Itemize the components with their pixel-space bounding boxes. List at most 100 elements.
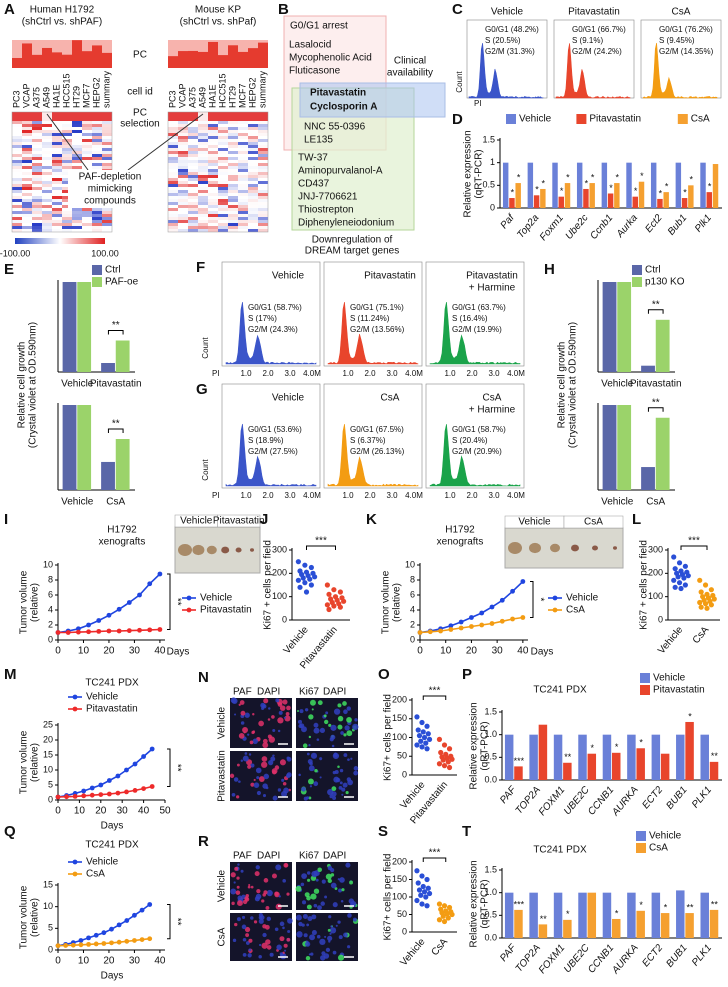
point (312, 574, 318, 580)
significance-bracket (107, 428, 124, 433)
cell (308, 714, 314, 720)
heatmap-cell (218, 136, 228, 139)
heatmap-cell (72, 229, 82, 232)
cell (333, 776, 340, 783)
heatmap-cell (238, 124, 248, 127)
heatmap-cell (22, 223, 32, 226)
cell (307, 759, 313, 764)
heatmap-cell (22, 148, 32, 151)
y-axis-label: Ki67 + cells per field (263, 540, 274, 630)
heatmap-cell (22, 115, 32, 118)
cell (335, 924, 338, 927)
cell (263, 773, 270, 780)
point (116, 606, 122, 612)
chart-title: TC241 PDX (85, 840, 139, 851)
x-tick-label: 40 (154, 956, 166, 967)
flow-frame (323, 383, 423, 489)
cell (325, 947, 331, 953)
significance: * (688, 711, 692, 721)
cell (283, 787, 289, 794)
point (55, 943, 61, 949)
heatmap-cell (168, 214, 178, 217)
compound: Aminopurvalanol-A (298, 166, 383, 177)
heatmap-cell (188, 142, 198, 145)
heatmap-cell (52, 178, 62, 181)
heatmap-cell (92, 121, 102, 124)
row-label: cell id (127, 87, 153, 98)
cell (306, 752, 310, 756)
bar (589, 183, 595, 208)
heatmap-cell (248, 199, 258, 202)
heatmap-cell (92, 133, 102, 136)
point (441, 742, 448, 748)
x-tick-label: 20 (466, 646, 478, 657)
heatmap-cell (238, 163, 248, 166)
heatmap-cell (102, 160, 112, 163)
heatmap-cell (82, 127, 92, 130)
heatmap-cell (82, 154, 92, 157)
significance-bracket (107, 330, 124, 335)
heatmap-cell (32, 172, 42, 175)
cell (299, 709, 304, 714)
bar (602, 405, 617, 490)
cell (242, 937, 247, 942)
cell (252, 713, 255, 716)
heatmap-cell (168, 118, 178, 121)
cell (279, 936, 285, 942)
cell (234, 922, 238, 927)
heatmap-cell (52, 181, 62, 184)
cell (298, 773, 301, 777)
heatmap-cell (32, 184, 42, 187)
heatmap-cell (72, 136, 82, 139)
y-tick-label: 15 (43, 749, 53, 759)
bar (607, 193, 614, 208)
cell (271, 873, 277, 879)
heatmap-cell (178, 214, 188, 217)
heatmap-cell (208, 163, 218, 166)
heatmap-cell (102, 115, 112, 118)
heatmap-cell (228, 121, 238, 124)
cell (288, 788, 291, 792)
heatmap-cell (178, 166, 188, 169)
heatmap-cell (12, 160, 22, 163)
row-label: Vehicle (217, 706, 228, 739)
point (116, 922, 122, 928)
cell (306, 871, 311, 875)
point (671, 577, 677, 583)
cell (244, 896, 249, 901)
flow-tick: 1.0 (444, 369, 456, 378)
cell (327, 878, 332, 884)
significance: * (634, 186, 638, 196)
point (510, 588, 515, 594)
bar (540, 188, 546, 208)
cell (306, 904, 312, 910)
heatmap-cell (92, 220, 102, 223)
y-tick-label: 100 (648, 591, 663, 601)
x-tick-label: Plk1 (693, 213, 714, 235)
legend-swatch (640, 673, 650, 683)
heatmap-cell (102, 220, 112, 223)
heatmap-cell (62, 181, 72, 184)
cell (259, 943, 262, 947)
point (708, 587, 714, 593)
heatmap-cell (168, 124, 178, 127)
panel-letter: M (4, 666, 17, 683)
photo-title: xenografts (99, 537, 146, 548)
cell (347, 779, 353, 786)
stain-label: DAPI (323, 687, 346, 698)
histogram (468, 42, 544, 99)
cell-id: summary (257, 70, 267, 108)
bar (62, 282, 77, 372)
heatmap-cell (82, 160, 92, 163)
heatmap-cell (92, 166, 102, 169)
flow-tick: 2.0 (262, 491, 274, 500)
heatmap-cell (12, 151, 22, 154)
bar (602, 282, 617, 372)
cell (346, 730, 353, 737)
box-title: availability (387, 68, 433, 79)
legend-marker (72, 871, 78, 877)
point (479, 610, 485, 616)
bar (538, 924, 548, 938)
heatmap-cell (92, 136, 102, 139)
heatmap-cell (178, 208, 188, 211)
